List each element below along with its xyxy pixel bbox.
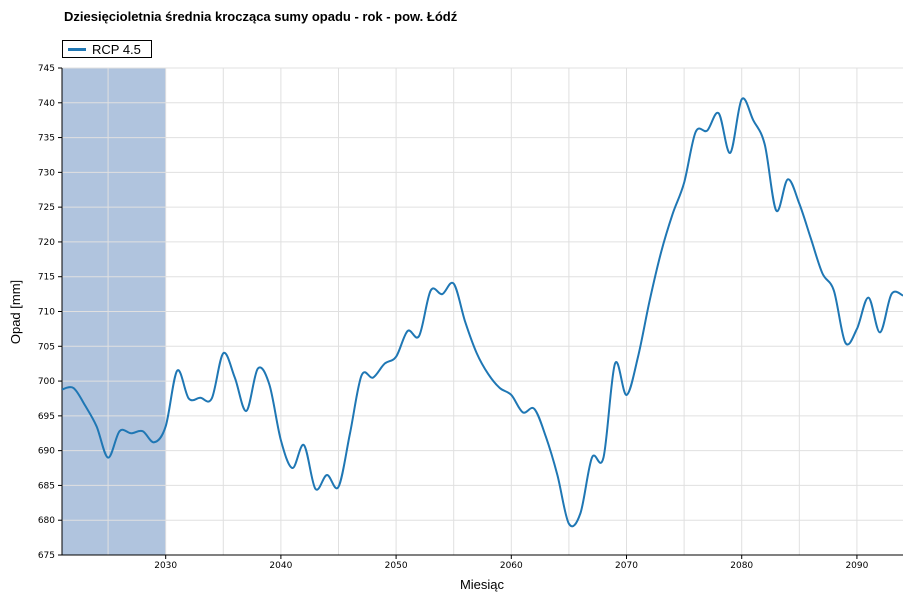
y-tick-label: 695 xyxy=(38,412,55,422)
y-tick-label: 685 xyxy=(38,481,55,491)
x-tick-label: 2070 xyxy=(615,561,638,571)
y-tick-label: 675 xyxy=(38,551,55,561)
x-axis-title: Miesiąc xyxy=(460,577,505,592)
y-tick-label: 690 xyxy=(38,447,55,457)
y-tick-label: 720 xyxy=(38,238,55,248)
series-line-rcp45 xyxy=(61,97,903,528)
y-tick-label: 705 xyxy=(38,342,55,352)
legend-label: RCP 4.5 xyxy=(92,41,141,57)
y-tick-label: 745 xyxy=(38,64,55,74)
y-tick-label: 725 xyxy=(38,203,55,213)
y-tick-label: 715 xyxy=(38,273,55,283)
x-tick-label: 2050 xyxy=(385,561,408,571)
y-axis-title: Opad [mm] xyxy=(8,280,23,344)
x-tick-label: 2030 xyxy=(154,561,177,571)
x-tick-label: 2090 xyxy=(845,561,868,571)
y-tick-label: 700 xyxy=(38,377,55,387)
x-tick-label: 2040 xyxy=(269,561,292,571)
x-tick-label: 2080 xyxy=(730,561,753,571)
y-tick-label: 680 xyxy=(38,516,55,526)
y-tick-label: 710 xyxy=(38,308,55,318)
y-tick-label: 740 xyxy=(38,99,55,109)
legend: RCP 4.5 xyxy=(62,40,152,58)
chart-title: Dziesięcioletnia średnia krocząca sumy o… xyxy=(64,9,458,24)
x-tick-label: 2060 xyxy=(500,561,523,571)
y-tick-label: 735 xyxy=(38,134,55,144)
legend-swatch xyxy=(68,47,86,51)
y-tick-label: 730 xyxy=(38,168,55,178)
